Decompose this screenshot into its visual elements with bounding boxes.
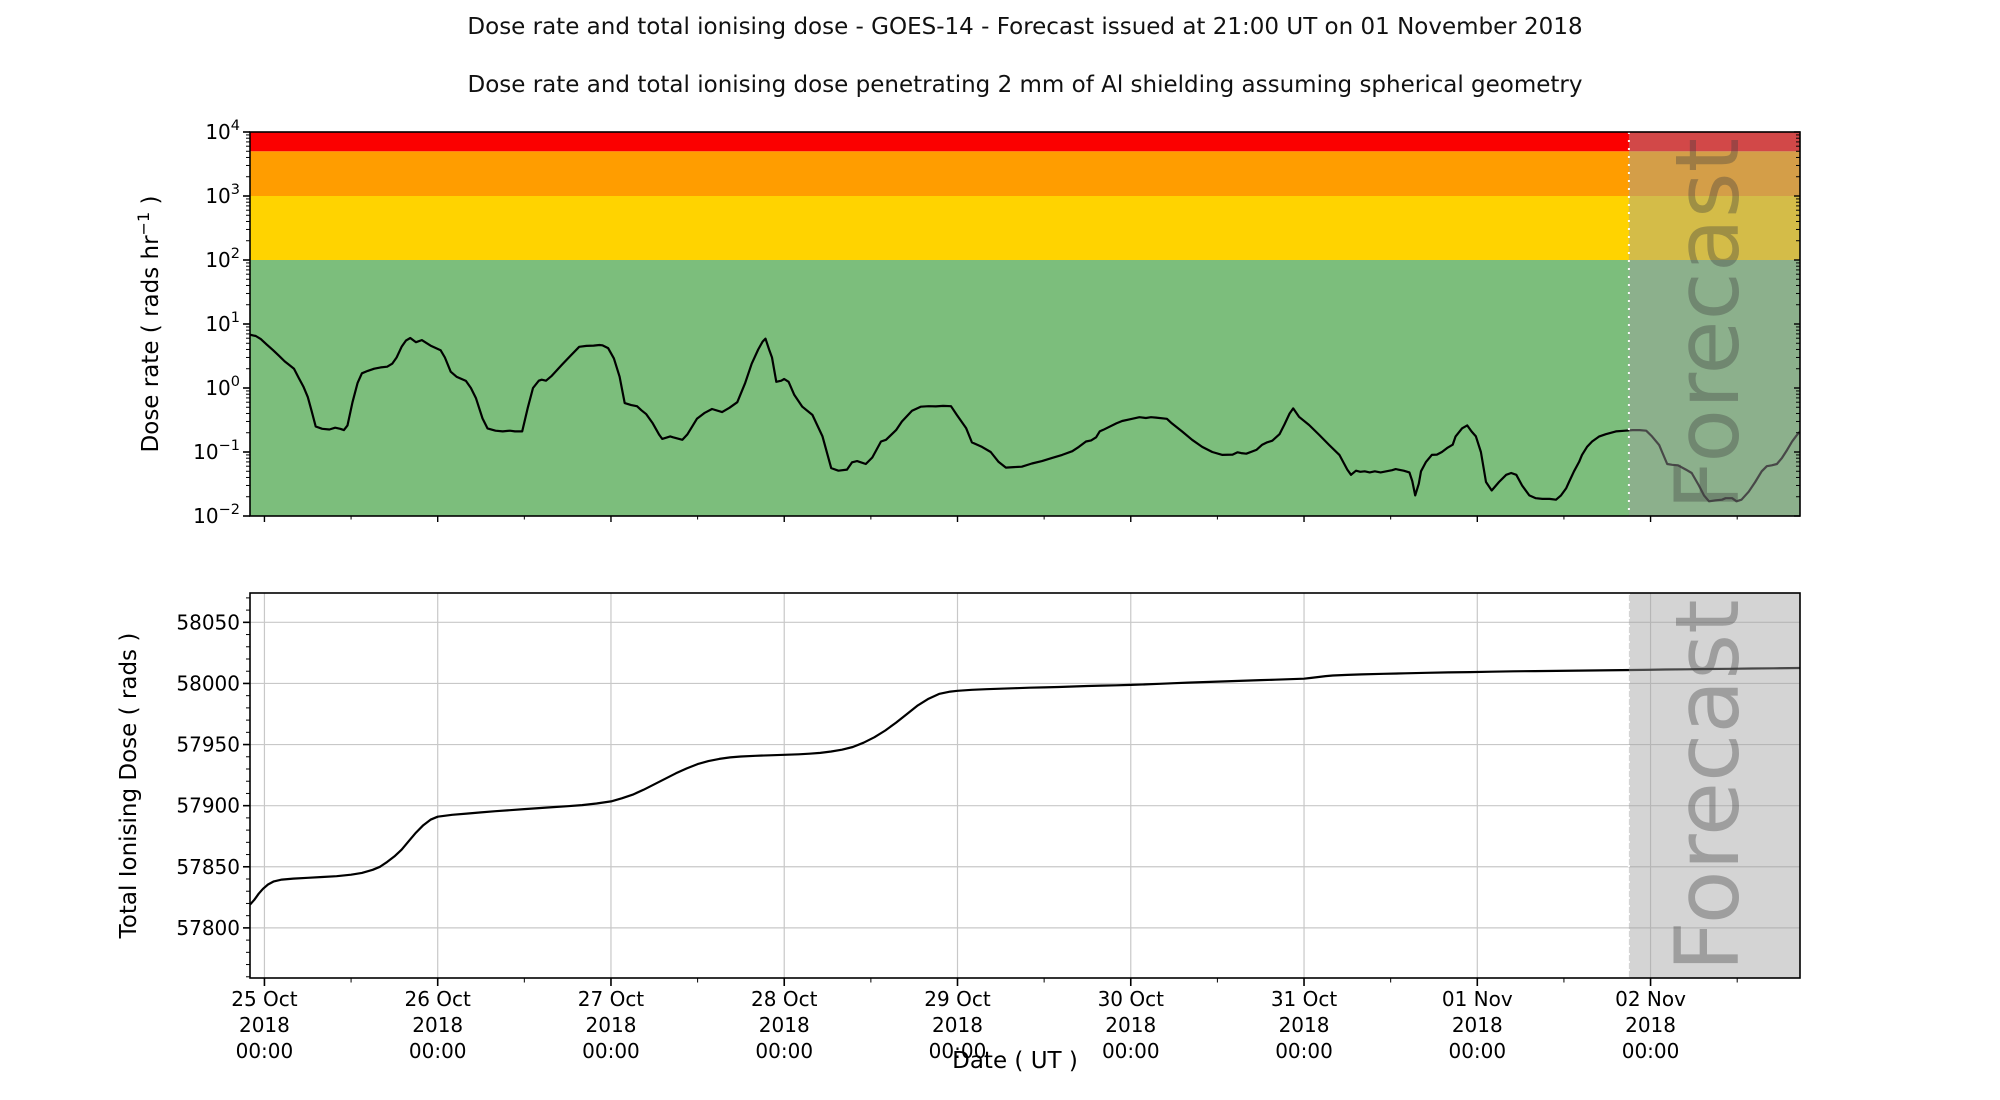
forecast-watermark: Forecast (1656, 599, 1759, 971)
x-tick-label-date: 28 Oct 2018 00:00 (751, 987, 818, 1063)
figure-subtitle: Dose rate and total ionising dose penetr… (467, 72, 1583, 98)
total-ionising-dose-curve (250, 666, 1800, 906)
y-tick-label-total-dose: 57850 (176, 855, 240, 879)
y-axis-label-dose-rate: Dose rate ( rads hr−1 ) (134, 196, 164, 453)
y-tick-label-total-dose: 58050 (176, 610, 240, 634)
y-tick-label-dose-rate: 104 (205, 118, 240, 144)
x-tick-label-date: 25 Oct 2018 00:00 (231, 987, 298, 1063)
dose-rate-curve (250, 333, 1800, 503)
forecast-region-overlay (1628, 593, 1800, 978)
y-tick-label-total-dose: 57900 (176, 794, 240, 818)
x-tick-label-date: 27 Oct 2018 00:00 (578, 987, 645, 1063)
y-tick-label-dose-rate: 100 (205, 374, 240, 400)
x-tick-label-date: 02 Nov 2018 00:00 (1615, 987, 1686, 1063)
total-dose-plot-area: Forecast (250, 593, 1800, 978)
band-green-nominal (250, 260, 1800, 516)
x-tick-label-date: 31 Oct 2018 00:00 (1271, 987, 1338, 1063)
x-tick-label-date: 30 Oct 2018 00:00 (1098, 987, 1165, 1063)
panel-frame (249, 592, 1801, 979)
x-axis-label: Date ( UT ) (952, 1048, 1078, 1074)
y-tick-label-total-dose: 58000 (176, 671, 240, 695)
plot-background (250, 593, 1800, 978)
band-red-severe (250, 132, 1800, 152)
y-tick-label-dose-rate: 103 (205, 182, 240, 208)
y-tick-label-total-dose: 57800 (176, 916, 240, 940)
forecast-watermark: Forecast (1656, 138, 1759, 510)
x-tick-label-date: 29 Oct 2018 00:00 (924, 987, 991, 1063)
y-axis-label-total-dose: Total Ionising Dose ( rads ) (116, 633, 142, 940)
y-tick-label-dose-rate: 101 (205, 310, 240, 336)
forecast-region-overlay (1628, 132, 1800, 516)
axes-ticks-and-labels: 104 103 102 101 100 10−1 10−2 58050 58000 57950 57… (116, 118, 1800, 1074)
dose-rate-plot-area: Forecast (250, 132, 1800, 516)
x-tick-label-date: 01 Nov 2018 00:00 (1442, 987, 1513, 1063)
x-tick-label-date: 26 Oct 2018 00:00 (405, 987, 472, 1063)
y-tick-label-dose-rate: 10−1 (193, 438, 240, 464)
band-orange-high (250, 151, 1800, 196)
y-tick-label-dose-rate: 10−2 (193, 502, 240, 528)
band-yellow-elevated (250, 196, 1800, 260)
y-tick-label-dose-rate: 102 (205, 246, 240, 272)
figure-title: Dose rate and total ionising dose - GOES… (467, 14, 1583, 40)
y-tick-label-total-dose: 57950 (176, 733, 240, 757)
